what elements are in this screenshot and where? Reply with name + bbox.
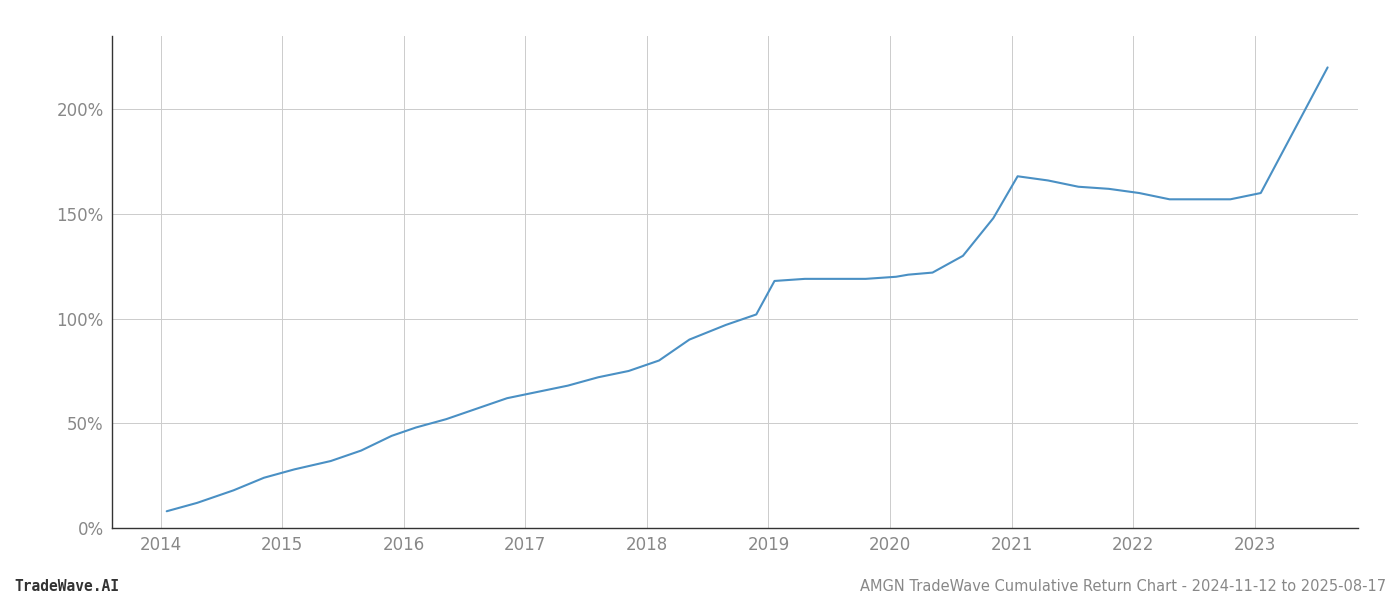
Text: AMGN TradeWave Cumulative Return Chart - 2024-11-12 to 2025-08-17: AMGN TradeWave Cumulative Return Chart -… [860,579,1386,594]
Text: TradeWave.AI: TradeWave.AI [14,579,119,594]
